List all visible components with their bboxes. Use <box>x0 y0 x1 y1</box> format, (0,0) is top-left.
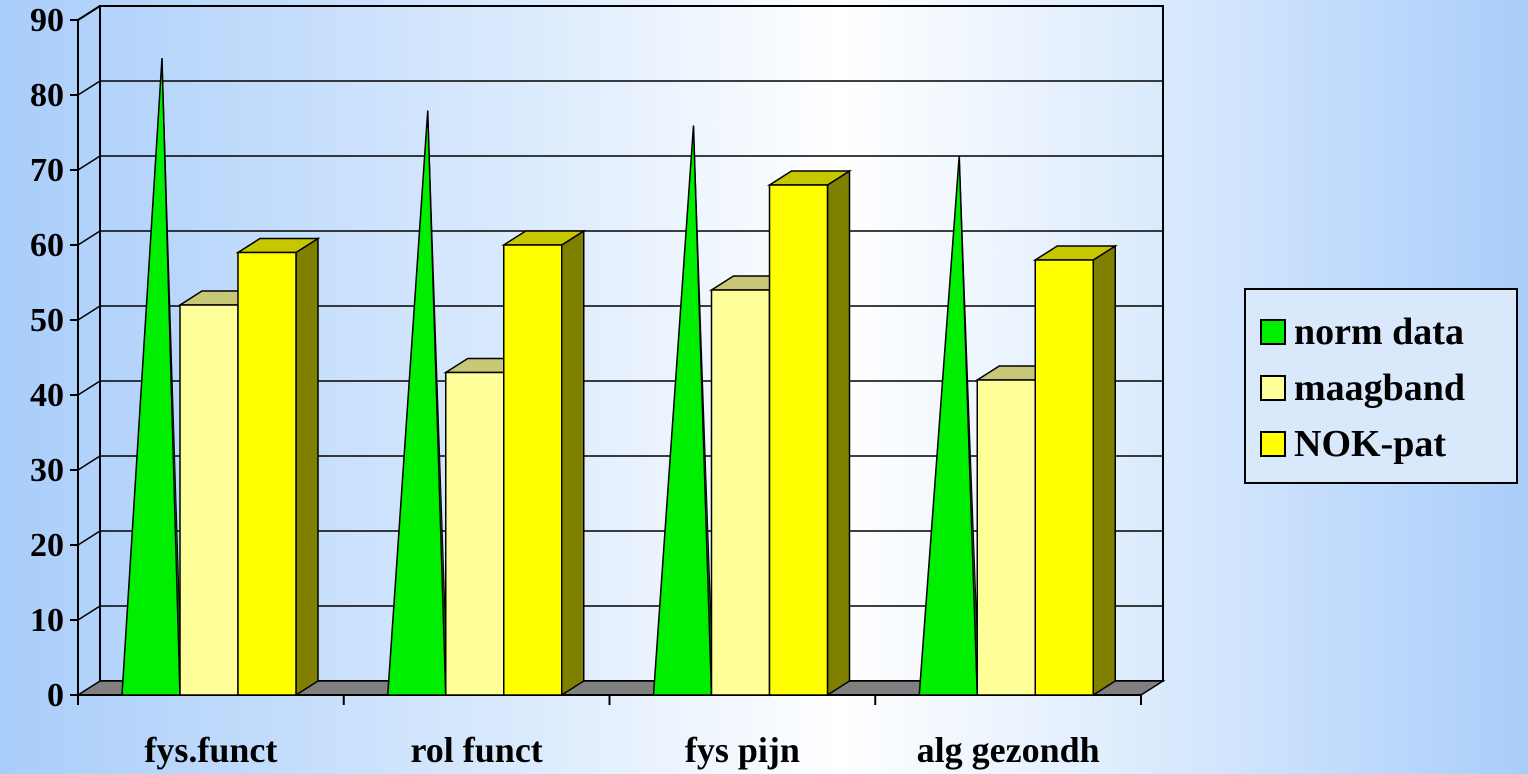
gridline-side <box>77 305 101 321</box>
y-axis-ticks: 0 10 20 30 40 50 60 70 80 90 <box>30 2 78 714</box>
legend-swatch-maagband <box>1260 375 1286 401</box>
bar <box>503 244 563 696</box>
y-tick-label: 60 <box>30 227 64 264</box>
y-tick-label: 80 <box>30 77 64 114</box>
gridline-side <box>77 155 101 171</box>
x-tick-label: fys.funct <box>144 730 277 770</box>
y-tick-label: 30 <box>30 452 64 489</box>
legend-label-nok-pat: NOK-pat <box>1294 423 1446 465</box>
bar <box>710 289 771 696</box>
bar-side <box>295 237 319 697</box>
legend: norm data maagband NOK-pat <box>1244 288 1518 484</box>
y-tick-label: 10 <box>30 602 64 639</box>
x-tick-label: rol funct <box>410 730 542 770</box>
legend-item-maagband: maagband <box>1260 360 1516 416</box>
bar-side <box>826 169 851 697</box>
bar-side <box>1092 244 1116 697</box>
y-axis-top-edge <box>77 5 101 21</box>
gridline-side <box>77 80 101 96</box>
x-tick-label: fys pijn <box>685 730 800 770</box>
legend-label-norm-data: norm data <box>1294 311 1464 353</box>
gridline-side <box>77 455 101 471</box>
legend-swatch-nok-pat <box>1260 431 1286 457</box>
x-axis-ticks: fys.funct rol funct fys pijn alg gezondh <box>77 695 1142 770</box>
y-tick-label: 50 <box>30 302 64 339</box>
y-tick-label: 20 <box>30 527 64 564</box>
bar <box>179 304 239 696</box>
bar <box>445 371 505 696</box>
y-tick-label: 90 <box>30 2 64 39</box>
y-tick-label: 40 <box>30 377 64 414</box>
legend-item-norm-data: norm data <box>1260 304 1516 360</box>
y-tick-label: 70 <box>30 152 64 189</box>
legend-label-maagband: maagband <box>1294 367 1466 409</box>
bars <box>121 57 1118 697</box>
y-tick-label: 0 <box>47 677 64 714</box>
legend-item-nok-pat: NOK-pat <box>1260 416 1516 472</box>
x-tick-label: alg gezondh <box>917 730 1100 770</box>
legend-swatch-norm-data <box>1260 319 1286 345</box>
gridline-side <box>77 605 101 621</box>
bar <box>1034 259 1094 696</box>
bar-side <box>561 229 585 697</box>
bar <box>237 251 297 696</box>
gridline-side <box>77 230 101 246</box>
bar <box>768 184 829 696</box>
gridline-side <box>77 530 101 546</box>
bar <box>976 379 1036 696</box>
gridline-side <box>77 380 101 396</box>
